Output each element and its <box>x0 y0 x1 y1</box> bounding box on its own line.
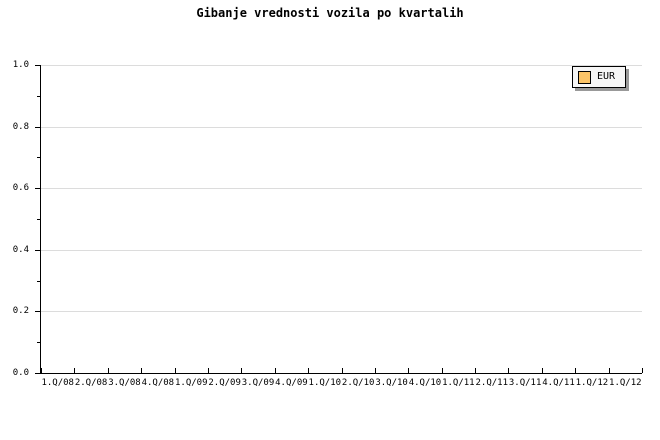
y-grid-line <box>41 250 642 251</box>
x-axis-tick <box>108 368 109 373</box>
x-axis-tick <box>375 368 376 373</box>
x-tick-label: 1.Q/08 <box>41 378 74 388</box>
y-grid-line <box>41 127 642 128</box>
x-axis-tick <box>241 368 242 373</box>
plot-area: 0.0 0.2 0.4 0.6 0.8 1.0 1.Q/08 2.Q/08 3.Q/08 4.Q/… <box>13 61 643 388</box>
x-tick-label: 4.Q/10 <box>408 378 442 388</box>
x-axis-tick <box>642 368 643 373</box>
x-tick-label: 2.Q/11 <box>475 378 508 388</box>
y-major-tick <box>35 311 41 312</box>
x-tick-label: 3.Q/08 <box>108 378 141 388</box>
y-major-tick <box>35 127 41 128</box>
x-tick-label: 1.Q/09 <box>174 378 208 388</box>
y-minor-tick <box>37 342 41 343</box>
x-axis-tick <box>575 368 576 373</box>
y-tick-label: 0.8 <box>12 122 29 132</box>
x-tick-label: 3.Q/09 <box>241 378 275 388</box>
x-tick-label: 2.Q/09 <box>208 378 241 388</box>
y-tick-label: 0.4 <box>12 245 29 255</box>
x-tick-label: 3.Q/10 <box>375 378 408 388</box>
x-axis-tick <box>342 368 343 373</box>
y-major-tick <box>35 373 41 374</box>
chart-title: Gibanje vrednosti vozila po kvartalih <box>196 6 464 20</box>
y-minor-tick <box>37 219 41 220</box>
x-axis-tick <box>308 368 309 373</box>
x-tick-label: 1.Q/11 <box>442 378 475 388</box>
x-tick-label: 1.Q/12 <box>575 378 609 388</box>
x-tick-label: 4.Q/08 <box>141 378 175 388</box>
x-tick-label: 2.Q/08 <box>74 378 108 388</box>
y-major-tick <box>35 188 41 189</box>
y-tick-label: 0.2 <box>12 306 29 316</box>
y-minor-tick <box>37 96 41 97</box>
x-tick-label: 4.Q/11 <box>542 378 575 388</box>
x-tick-label: 1.Q/10 <box>308 378 342 388</box>
y-minor-tick <box>37 281 41 282</box>
legend-swatch-eur <box>578 70 591 84</box>
y-minor-tick <box>37 157 41 158</box>
x-axis-tick <box>408 368 409 373</box>
y-major-tick <box>35 250 41 251</box>
x-axis-tick <box>208 368 209 373</box>
x-tick-label: 1.Q/12 <box>609 378 642 388</box>
y-grid-line <box>41 188 642 189</box>
x-axis-tick <box>275 368 276 373</box>
x-axis-tick <box>41 368 42 373</box>
legend-box: EUR <box>572 66 626 88</box>
y-tick-label: 0.0 <box>12 368 29 378</box>
x-axis-tick <box>508 368 509 373</box>
x-tick-label: 4.Q/09 <box>275 378 308 388</box>
x-axis-tick <box>475 368 476 373</box>
x-tick-label: 2.Q/10 <box>341 378 375 388</box>
y-major-tick <box>35 65 41 66</box>
x-axis-tick <box>175 368 176 373</box>
y-tick-label: 1.0 <box>12 60 29 70</box>
x-axis-tick <box>442 368 443 373</box>
x-axis-tick <box>74 368 75 373</box>
x-axis-tick <box>141 368 142 373</box>
x-axis-tick <box>609 368 610 373</box>
y-tick-label: 0.6 <box>12 183 29 193</box>
x-axis-tick <box>542 368 543 373</box>
y-grid-line <box>41 311 642 312</box>
legend-label-eur: EUR <box>597 71 616 82</box>
x-tick-label: 3.Q/11 <box>508 378 542 388</box>
y-grid-line <box>41 65 642 66</box>
